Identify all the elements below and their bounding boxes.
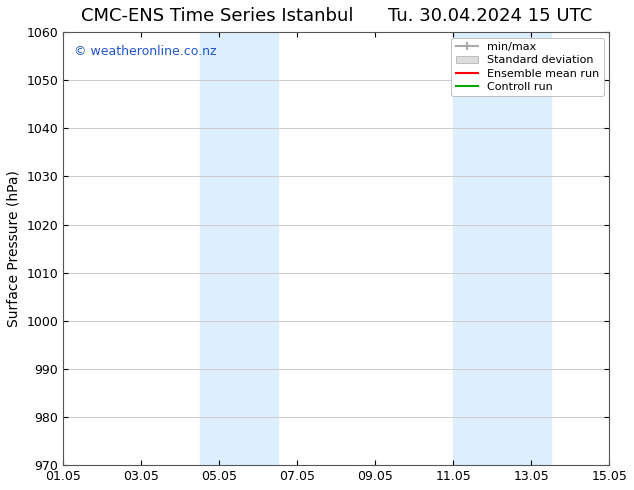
Text: © weatheronline.co.nz: © weatheronline.co.nz <box>74 45 217 58</box>
Title: CMC-ENS Time Series Istanbul      Tu. 30.04.2024 15 UTC: CMC-ENS Time Series Istanbul Tu. 30.04.2… <box>81 7 592 25</box>
Legend: min/max, Standard deviation, Ensemble mean run, Controll run: min/max, Standard deviation, Ensemble me… <box>451 38 604 97</box>
Y-axis label: Surface Pressure (hPa): Surface Pressure (hPa) <box>7 170 21 327</box>
Bar <box>200 32 278 465</box>
Bar <box>453 32 551 465</box>
